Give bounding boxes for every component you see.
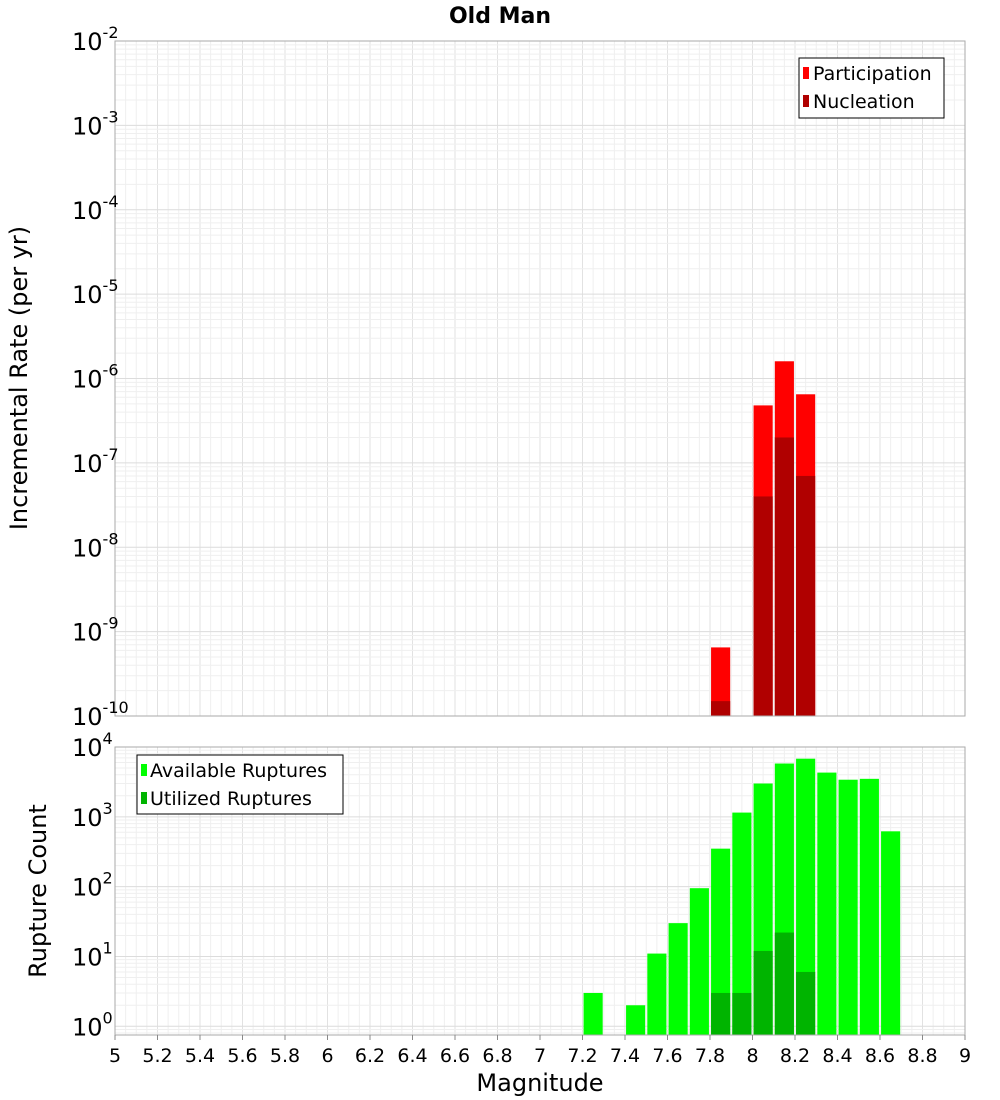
nucleation-legend-swatch — [803, 95, 809, 107]
available-legend-swatch — [141, 764, 147, 776]
magnitude-tick-label: 6.8 — [482, 1045, 512, 1067]
magnitude-tick-label: 7.4 — [610, 1045, 640, 1067]
magnitude-tick-label: 6.6 — [440, 1045, 470, 1067]
magnitude-tick-label: 7 — [534, 1045, 546, 1067]
magnitude-tick-label: 8 — [746, 1045, 758, 1067]
count-y-tick-label: 102 — [72, 869, 113, 902]
rate-bar-nucleation — [753, 496, 773, 716]
count-y-tick-label: 101 — [72, 938, 113, 971]
count-bar-utilized-ruptures — [774, 932, 794, 1035]
magnitude-tick-label: 5.4 — [185, 1045, 215, 1067]
count-bar-available-ruptures — [838, 779, 858, 1035]
count-bar-available-ruptures — [817, 772, 837, 1035]
magnitude-tick-label: 6.2 — [355, 1045, 385, 1067]
count-bar-utilized-ruptures — [732, 992, 752, 1035]
count-y-axis-label: Rupture Count — [24, 804, 52, 978]
rate-gridlines — [114, 40, 966, 717]
chart-title: Old Man — [449, 4, 551, 29]
rate-y-tick-label: 10-6 — [72, 361, 119, 394]
rate-bar-nucleation — [774, 437, 794, 716]
rate-bar-nucleation — [711, 701, 731, 716]
count-bar-utilized-ruptures — [796, 971, 816, 1035]
rate-plot-border — [114, 40, 966, 717]
rate-legend-box — [798, 57, 945, 119]
utilized-legend-label: Utilized Ruptures — [150, 788, 312, 810]
count-bar-utilized-ruptures — [753, 950, 773, 1035]
count-legend: Available Ruptures Utilized Ruptures — [136, 754, 344, 815]
count-legend-box — [136, 754, 344, 815]
count-bar-available-ruptures — [647, 953, 667, 1035]
rate-y-tick-label: 10-7 — [72, 445, 119, 478]
magnitude-tick-label: 7.6 — [652, 1045, 682, 1067]
magnitude-tick-label: 8.8 — [907, 1045, 937, 1067]
magnitude-x-axis-label: Magnitude — [476, 1069, 603, 1097]
count-y-tick-label: 104 — [72, 729, 113, 762]
magnitude-x-ticks: 5 5.2 5.4 5.6 5.8 6 6.2 6.4 6.6 6.8 7 7.2 7.4 7.6 7.8 8… — [109, 1035, 971, 1067]
count-bar-available-ruptures — [689, 888, 709, 1035]
count-bar-available-ruptures — [796, 758, 816, 1035]
participation-legend-label: Participation — [813, 63, 932, 85]
count-bars — [583, 758, 901, 1035]
available-legend-label: Available Ruptures — [150, 760, 327, 782]
rate-y-tick-label: 10-5 — [72, 276, 119, 309]
rate-y-tick-label: 10-9 — [72, 614, 119, 647]
count-bar-available-ruptures — [881, 831, 901, 1035]
rate-y-tick-label: 10-10 — [72, 698, 129, 731]
count-y-tick-label: 100 — [72, 1008, 113, 1041]
count-bar-available-ruptures — [626, 1005, 646, 1035]
magnitude-tick-label: 8.4 — [822, 1045, 852, 1067]
nucleation-legend-label: Nucleation — [813, 91, 915, 113]
rate-y-tick-label: 10-3 — [72, 107, 119, 140]
count-bar-available-ruptures — [732, 812, 752, 1035]
magnitude-tick-label: 5.8 — [270, 1045, 300, 1067]
count-bar-available-ruptures — [711, 848, 731, 1035]
count-bar-utilized-ruptures — [711, 992, 731, 1035]
magnitude-tick-label: 6 — [321, 1045, 333, 1067]
magnitude-tick-label: 6.4 — [397, 1045, 427, 1067]
rate-bars — [711, 361, 816, 716]
rate-y-tick-label: 10-4 — [72, 192, 119, 225]
rate-panel: 10-10 10-9 10-8 10-7 10-6 10-5 10-4 10-3 10-2 In… — [5, 23, 966, 731]
magnitude-tick-label: 5.2 — [142, 1045, 172, 1067]
rate-y-axis-label: Incremental Rate (per yr) — [5, 226, 33, 530]
count-bar-available-ruptures — [583, 992, 603, 1035]
magnitude-tick-label: 5.6 — [227, 1045, 257, 1067]
magnitude-tick-label: 7.2 — [567, 1045, 597, 1067]
rate-bar-nucleation — [796, 475, 816, 716]
rate-bar-participation — [711, 647, 731, 716]
count-bar-available-ruptures — [668, 923, 688, 1035]
magnitude-tick-label: 7.8 — [695, 1045, 725, 1067]
count-panel: 100 101 102 103 104 5 5.2 5.4 5.6 5.8 6 6.2 6.4 6.6 6… — [24, 729, 971, 1097]
participation-legend-swatch — [803, 67, 809, 79]
rate-y-tick-label: 10-2 — [72, 23, 119, 56]
rate-legend: Participation Nucleation — [798, 57, 945, 119]
rate-y-tick-label: 10-8 — [72, 529, 119, 562]
utilized-legend-swatch — [141, 792, 147, 804]
magnitude-tick-label: 8.2 — [780, 1045, 810, 1067]
count-y-ticks: 100 101 102 103 104 — [72, 729, 113, 1041]
count-bar-available-ruptures — [859, 778, 879, 1035]
magnitude-tick-label: 5 — [109, 1045, 121, 1067]
magnitude-tick-label: 9 — [959, 1045, 971, 1067]
count-y-tick-label: 103 — [72, 799, 113, 832]
magnitude-tick-label: 8.6 — [865, 1045, 895, 1067]
rate-y-ticks: 10-10 10-9 10-8 10-7 10-6 10-5 10-4 10-3 10-2 — [72, 23, 129, 731]
